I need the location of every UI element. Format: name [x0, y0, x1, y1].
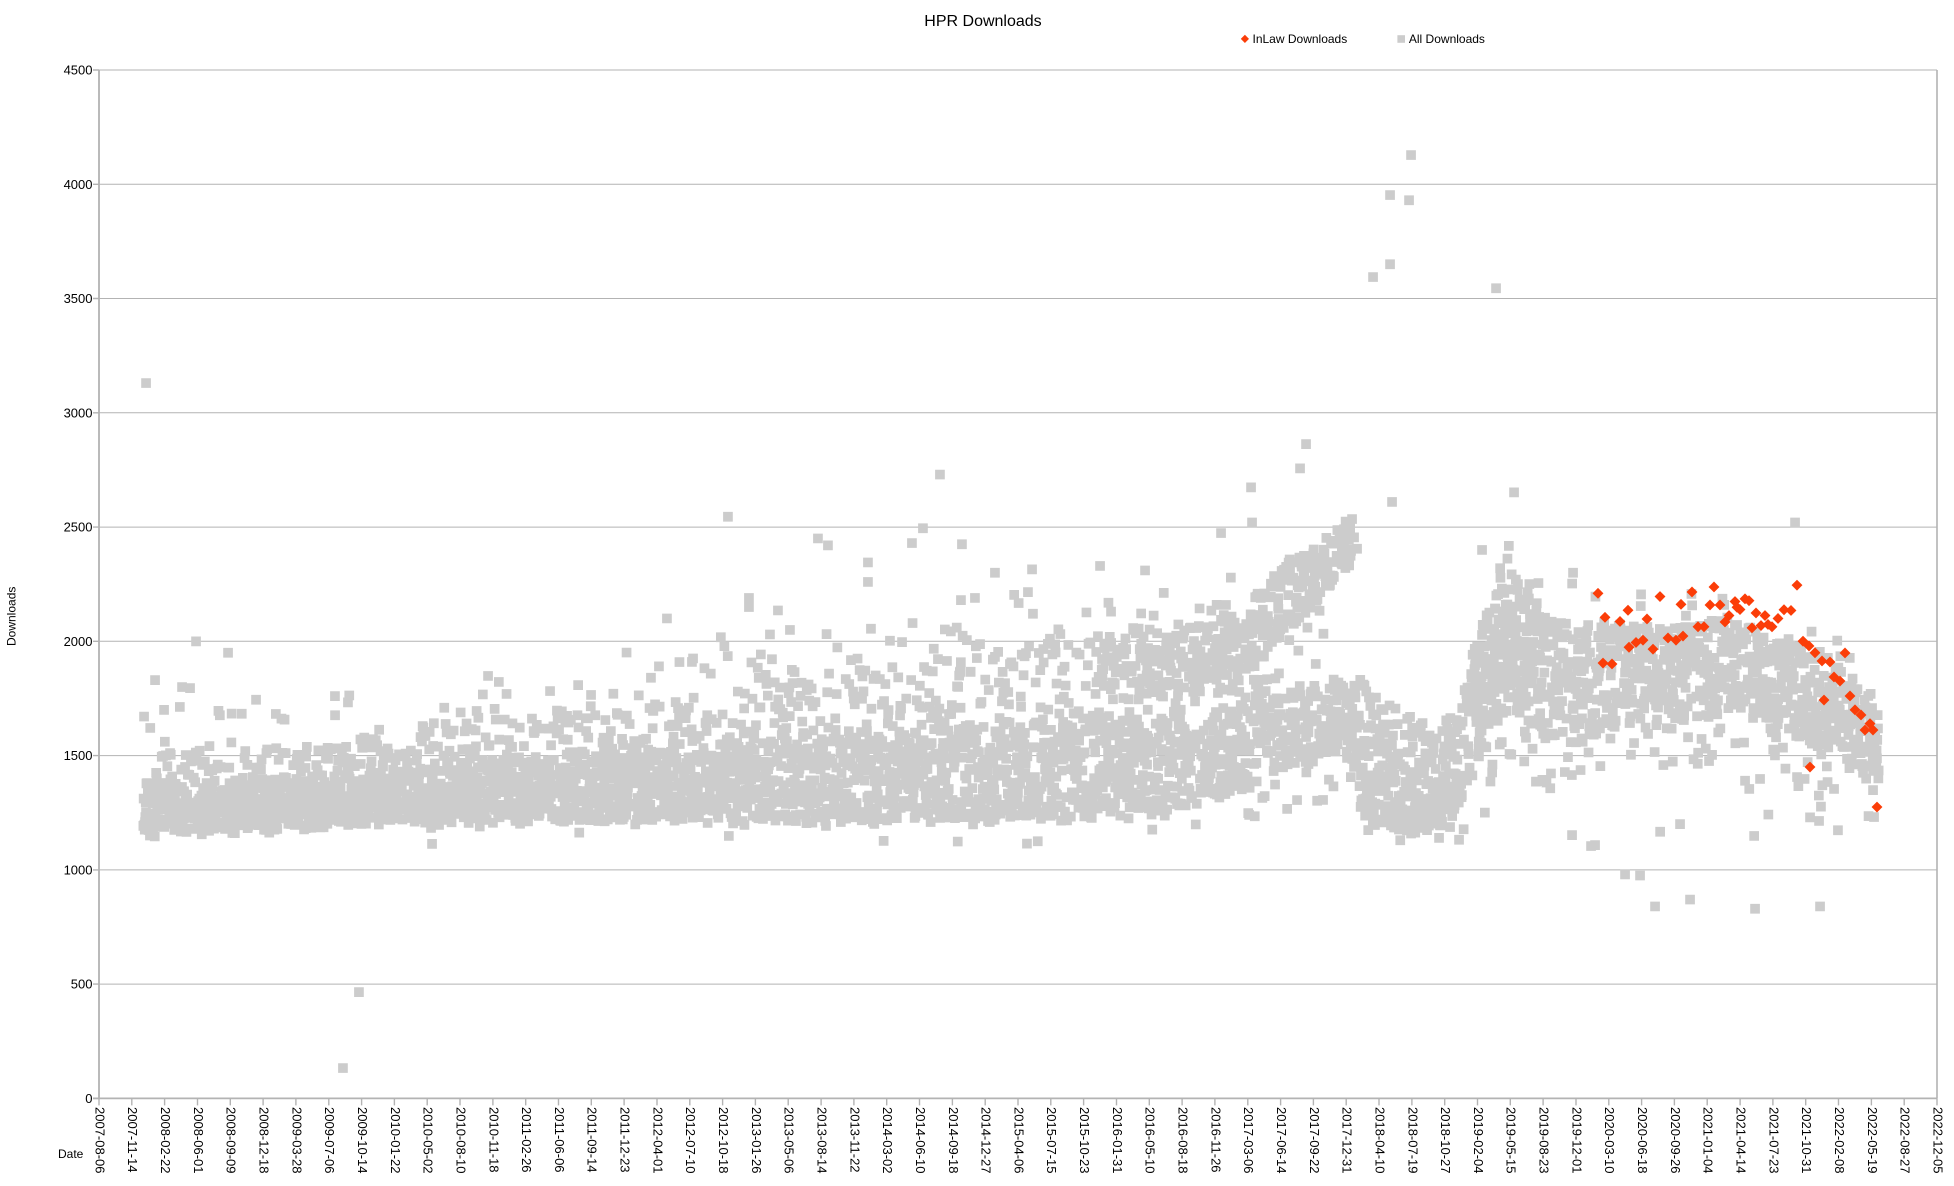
svg-text:2009-03-28: 2009-03-28	[289, 1107, 304, 1174]
svg-text:2019-02-04: 2019-02-04	[1471, 1107, 1486, 1174]
svg-text:2014-12-27: 2014-12-27	[979, 1107, 994, 1174]
svg-text:1000: 1000	[64, 862, 93, 877]
svg-text:2020-06-18: 2020-06-18	[1635, 1107, 1650, 1174]
svg-text:3500: 3500	[64, 291, 93, 306]
svg-text:2010-01-22: 2010-01-22	[388, 1107, 403, 1174]
svg-text:2021-10-31: 2021-10-31	[1799, 1107, 1814, 1174]
svg-text:2021-01-04: 2021-01-04	[1701, 1107, 1716, 1174]
svg-text:Downloads: Downloads	[5, 587, 19, 646]
svg-text:2007-11-14: 2007-11-14	[125, 1107, 140, 1173]
svg-text:2018-07-19: 2018-07-19	[1405, 1107, 1420, 1174]
svg-text:2011-06-06: 2011-06-06	[552, 1107, 567, 1173]
svg-text:2022-05-19: 2022-05-19	[1865, 1107, 1880, 1174]
svg-text:2008-06-01: 2008-06-01	[191, 1107, 206, 1174]
svg-text:2008-02-22: 2008-02-22	[158, 1107, 173, 1174]
svg-text:2015-07-15: 2015-07-15	[1044, 1107, 1059, 1174]
svg-text:Date: Date	[58, 1147, 84, 1161]
svg-text:2014-03-02: 2014-03-02	[880, 1107, 895, 1174]
svg-text:2015-10-23: 2015-10-23	[1077, 1107, 1092, 1174]
svg-text:2500: 2500	[64, 520, 93, 535]
svg-text:2020-03-10: 2020-03-10	[1602, 1107, 1617, 1174]
svg-text:2019-08-23: 2019-08-23	[1537, 1107, 1552, 1174]
svg-text:2010-11-18: 2010-11-18	[486, 1107, 501, 1173]
svg-text:2017-09-22: 2017-09-22	[1307, 1107, 1322, 1174]
svg-text:0: 0	[85, 1091, 92, 1106]
svg-text:2011-02-26: 2011-02-26	[519, 1107, 534, 1173]
svg-text:2017-12-31: 2017-12-31	[1340, 1107, 1355, 1174]
svg-text:2010-05-02: 2010-05-02	[421, 1107, 436, 1174]
svg-text:2000: 2000	[64, 634, 93, 649]
svg-text:2019-05-15: 2019-05-15	[1504, 1107, 1519, 1174]
svg-text:2019-12-01: 2019-12-01	[1569, 1107, 1584, 1174]
svg-text:2018-04-10: 2018-04-10	[1372, 1107, 1387, 1174]
svg-text:HPR Downloads: HPR Downloads	[924, 13, 1041, 30]
svg-text:2022-02-08: 2022-02-08	[1832, 1107, 1847, 1174]
svg-text:2013-11-22: 2013-11-22	[847, 1107, 862, 1173]
svg-text:2007-08-06: 2007-08-06	[92, 1107, 107, 1174]
svg-text:2010-08-10: 2010-08-10	[453, 1107, 468, 1174]
svg-text:2020-09-26: 2020-09-26	[1668, 1107, 1683, 1174]
svg-text:2016-05-10: 2016-05-10	[1143, 1107, 1158, 1174]
svg-text:1500: 1500	[64, 748, 93, 763]
svg-text:2012-10-18: 2012-10-18	[716, 1107, 731, 1174]
svg-text:2009-10-14: 2009-10-14	[355, 1107, 370, 1174]
svg-text:4500: 4500	[64, 63, 93, 78]
svg-text:2008-09-09: 2008-09-09	[224, 1107, 239, 1174]
svg-text:2011-09-14: 2011-09-14	[585, 1107, 600, 1173]
svg-text:2015-04-06: 2015-04-06	[1011, 1107, 1026, 1174]
svg-text:2014-09-18: 2014-09-18	[946, 1107, 961, 1174]
svg-text:2017-03-06: 2017-03-06	[1241, 1107, 1256, 1174]
svg-text:2017-06-14: 2017-06-14	[1274, 1107, 1289, 1174]
svg-text:2009-07-06: 2009-07-06	[322, 1107, 337, 1174]
svg-text:3000: 3000	[64, 405, 93, 420]
svg-text:2013-01-26: 2013-01-26	[749, 1107, 764, 1174]
svg-text:InLaw Downloads: InLaw Downloads	[1253, 32, 1348, 46]
svg-text:2016-01-31: 2016-01-31	[1110, 1107, 1125, 1174]
svg-text:2016-08-18: 2016-08-18	[1176, 1107, 1191, 1174]
svg-text:2016-11-26: 2016-11-26	[1208, 1107, 1223, 1173]
svg-text:2008-12-18: 2008-12-18	[257, 1107, 272, 1174]
svg-text:2012-04-01: 2012-04-01	[650, 1107, 665, 1174]
svg-text:2013-05-06: 2013-05-06	[782, 1107, 797, 1174]
svg-text:2021-04-14: 2021-04-14	[1734, 1107, 1749, 1174]
svg-text:2011-12-23: 2011-12-23	[618, 1107, 633, 1173]
svg-text:2014-06-10: 2014-06-10	[913, 1107, 928, 1174]
svg-text:2012-07-10: 2012-07-10	[683, 1107, 698, 1174]
svg-text:All Downloads: All Downloads	[1409, 32, 1485, 46]
svg-text:2013-08-14: 2013-08-14	[815, 1107, 830, 1174]
svg-text:4000: 4000	[64, 177, 93, 192]
svg-text:2021-07-23: 2021-07-23	[1766, 1107, 1781, 1174]
svg-text:2018-10-27: 2018-10-27	[1438, 1107, 1453, 1174]
svg-text:500: 500	[71, 977, 93, 992]
svg-text:2022-08-27: 2022-08-27	[1898, 1107, 1913, 1174]
svg-text:2022-12-05: 2022-12-05	[1930, 1107, 1945, 1174]
